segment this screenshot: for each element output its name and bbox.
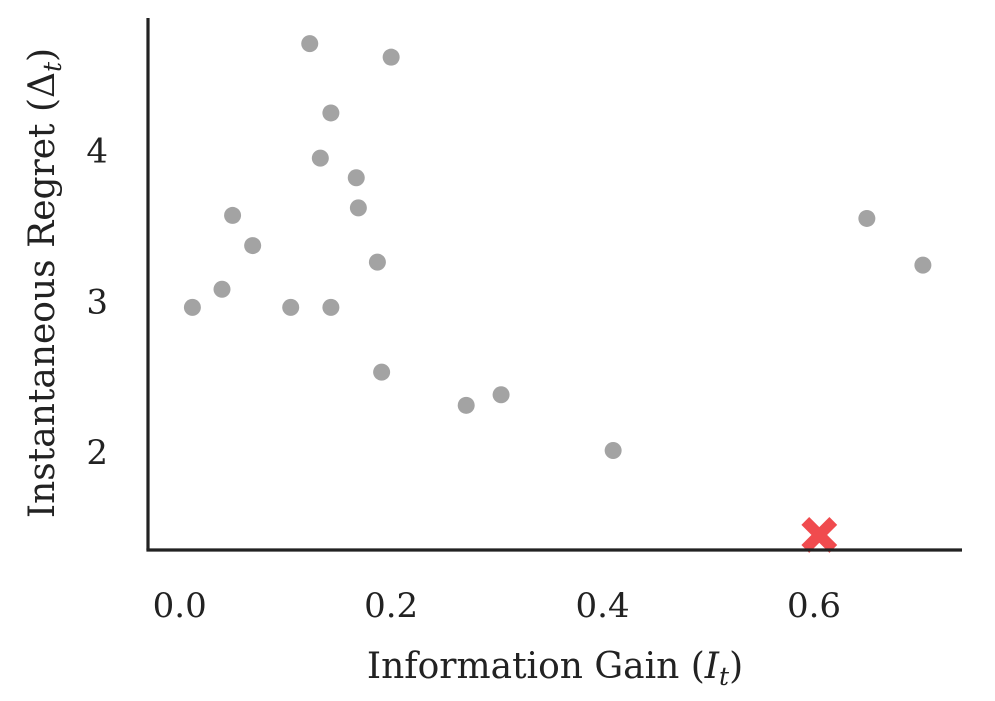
- x-tick-label: 0.4: [576, 586, 630, 626]
- y-axis-label: Instantaneous Regret (Δt): [22, 48, 67, 518]
- data-point-14: [457, 396, 475, 414]
- x-tick-label: 0.0: [153, 586, 207, 626]
- data-point-17: [858, 209, 876, 227]
- y-tick-labels: 2 3 4: [86, 132, 108, 473]
- points-layer: [183, 35, 932, 460]
- x-tick-labels: 0.0 0.2 0.4 0.6: [153, 586, 841, 626]
- highlight-layer: [801, 517, 838, 553]
- data-point-8: [368, 253, 386, 271]
- y-tick-label: 3: [86, 282, 108, 322]
- highlight-x-stroke: [801, 517, 838, 553]
- data-point-10: [183, 298, 201, 316]
- data-point-1: [382, 48, 400, 66]
- x-tick-label: 0.2: [364, 586, 418, 626]
- data-point-5: [349, 199, 367, 217]
- data-point-2: [322, 104, 340, 122]
- x-tick-label: 0.6: [787, 586, 841, 626]
- data-point-16: [604, 442, 622, 460]
- y-tick-label: 4: [86, 132, 108, 172]
- y-tick-label: 2: [86, 433, 108, 473]
- highlight-x-marker: [801, 517, 838, 553]
- data-point-3: [311, 149, 329, 167]
- data-point-15: [492, 386, 510, 404]
- data-point-6: [224, 206, 242, 224]
- data-point-13: [373, 363, 391, 381]
- x-axis-label: Information Gain (It): [367, 646, 743, 691]
- data-point-11: [282, 298, 300, 316]
- data-point-9: [213, 280, 231, 298]
- data-point-18: [914, 256, 932, 274]
- data-point-4: [347, 169, 365, 187]
- data-point-12: [322, 298, 340, 316]
- data-point-7: [244, 237, 262, 255]
- data-point-0: [301, 35, 319, 53]
